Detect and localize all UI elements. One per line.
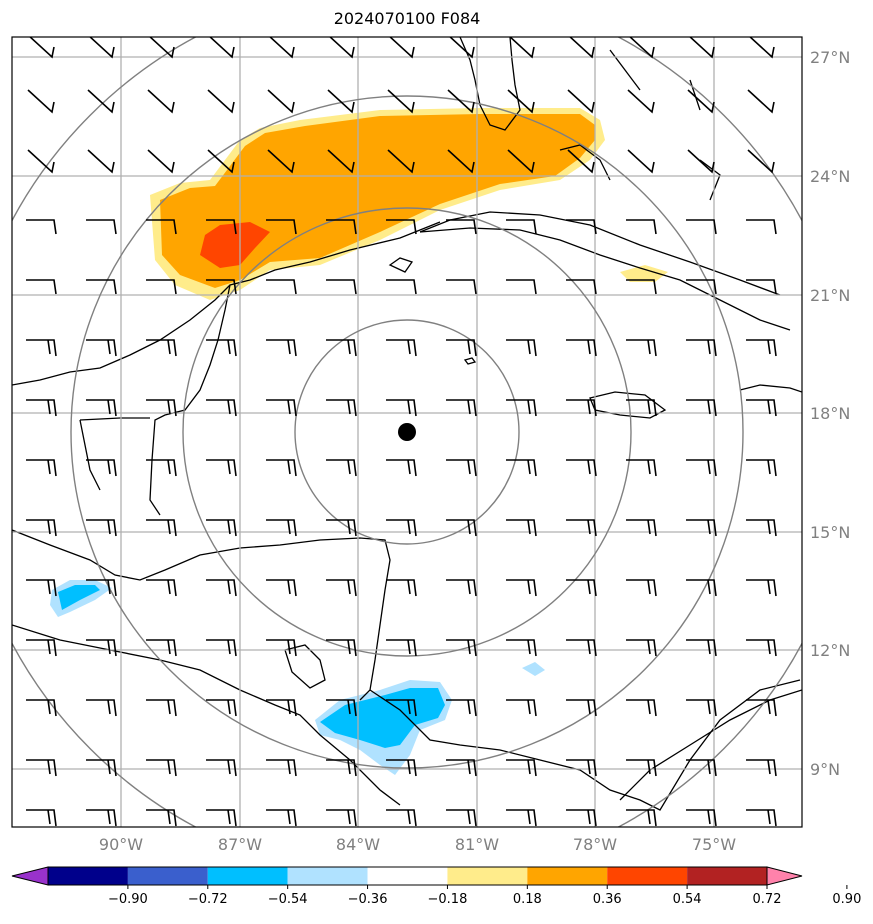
colorbar-tick-label: −0.90 bbox=[108, 892, 148, 907]
longitude-labels: 90°W 87°W 84°W 81°W 78°W 75°W bbox=[99, 835, 736, 854]
colorbar-tick-label: −0.36 bbox=[348, 892, 388, 907]
colorbar-segment bbox=[447, 867, 527, 885]
colorbar-segment bbox=[607, 867, 687, 885]
lat-label: 9°N bbox=[810, 760, 840, 779]
lon-label: 87°W bbox=[218, 835, 262, 854]
lat-label: 12°N bbox=[810, 641, 850, 660]
lon-label: 81°W bbox=[455, 835, 499, 854]
colorbar-tick-label: −0.54 bbox=[268, 892, 308, 907]
colorbar-segment bbox=[288, 867, 368, 885]
colorbar-segment bbox=[368, 867, 448, 885]
colorbar-tick-label: 0.18 bbox=[513, 892, 542, 907]
lon-label: 84°W bbox=[336, 835, 380, 854]
lon-label: 90°W bbox=[99, 835, 143, 854]
lat-label: 24°N bbox=[810, 167, 850, 186]
colorbar-segment bbox=[687, 867, 767, 885]
colorbar-segment bbox=[527, 867, 607, 885]
colorbar-segment bbox=[208, 867, 288, 885]
lat-label: 27°N bbox=[810, 48, 850, 67]
colorbar-tick-label: 0.36 bbox=[593, 892, 622, 907]
lon-label: 75°W bbox=[692, 835, 736, 854]
colorbar-extend-high bbox=[767, 867, 802, 885]
colorbar-tick-label: −0.72 bbox=[188, 892, 228, 907]
colorbar-tick-label: 0.90 bbox=[832, 892, 861, 907]
latitude-labels: 27°N 24°N 21°N 18°N 15°N 12°N 9°N bbox=[810, 48, 850, 779]
colorbar-segment bbox=[48, 867, 128, 885]
colorbar-segment bbox=[128, 867, 208, 885]
lat-label: 15°N bbox=[810, 523, 850, 542]
colorbar-tick-label: 0.54 bbox=[673, 892, 702, 907]
colorbar-tick-label: 0.72 bbox=[753, 892, 782, 907]
colorbar-extend-low bbox=[12, 867, 48, 885]
lon-label: 78°W bbox=[573, 835, 617, 854]
storm-center-marker bbox=[398, 423, 416, 441]
colorbar-tick-label: −0.18 bbox=[428, 892, 468, 907]
colorbar: −0.90 −0.72 −0.54 −0.36 −0.18 0.18 0.36 0.54 0.7… bbox=[12, 867, 861, 907]
lat-label: 18°N bbox=[810, 404, 850, 423]
lat-label: 21°N bbox=[810, 286, 850, 305]
